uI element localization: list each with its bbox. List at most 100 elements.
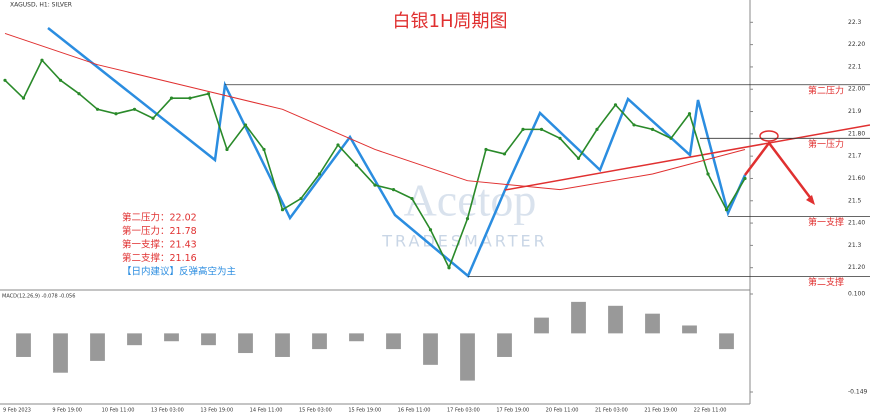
price-point bbox=[447, 266, 451, 270]
y-tick-label: 21.7 bbox=[848, 153, 862, 160]
x-tick-label: 9 Feb 19:00 bbox=[52, 408, 82, 414]
macd-bar bbox=[608, 305, 623, 334]
price-point bbox=[391, 188, 396, 192]
y-tick-label: -0.149 bbox=[848, 389, 868, 396]
macd-label: MACD(12,26,9) -0.078 -0.056 bbox=[2, 294, 75, 300]
price-point bbox=[21, 96, 26, 100]
y-tick-label: 22.00 bbox=[848, 86, 865, 93]
price-point bbox=[502, 152, 507, 156]
x-tick-label: 22 Feb 11:00 bbox=[694, 408, 727, 414]
price-point bbox=[428, 228, 433, 232]
price-point bbox=[3, 78, 7, 82]
macd-bar bbox=[682, 325, 697, 334]
level-label: 第一压力：21.78 bbox=[122, 225, 197, 237]
y-tick-label: 21.80 bbox=[848, 130, 865, 137]
price-point bbox=[188, 96, 192, 100]
forecast-arrow bbox=[744, 140, 813, 201]
y-tick-label: 21.40 bbox=[848, 220, 865, 227]
macd-bar bbox=[386, 333, 401, 350]
macd-bar bbox=[53, 333, 68, 373]
price-point bbox=[650, 127, 655, 131]
x-tick-label: 15 Feb 03:00 bbox=[299, 408, 332, 414]
arrow-head bbox=[806, 195, 815, 205]
x-tick-label: 21 Feb 19:00 bbox=[644, 408, 677, 414]
macd-bar bbox=[16, 333, 31, 357]
price-point bbox=[225, 147, 229, 152]
price-point bbox=[576, 156, 581, 160]
macd-bar bbox=[90, 333, 105, 361]
price-point bbox=[206, 92, 211, 96]
x-tick-label: 14 Feb 11:00 bbox=[250, 408, 283, 414]
macd-bar bbox=[127, 333, 142, 346]
price-point bbox=[410, 196, 414, 201]
macd-bar bbox=[275, 333, 290, 357]
macd-bar bbox=[312, 333, 327, 350]
y-tick-label: 21.5 bbox=[848, 197, 862, 204]
macd-bar bbox=[460, 333, 475, 381]
y-tick-label: 21.60 bbox=[848, 175, 865, 182]
level-name: 第一支撑 bbox=[808, 216, 844, 228]
price-point bbox=[706, 172, 710, 176]
x-tick-label: 10 Feb 11:00 bbox=[102, 408, 135, 414]
header: XAGUSD, H1: SILVER bbox=[10, 2, 72, 9]
trend-line bbox=[504, 124, 870, 191]
level-label: 第一支撑：21.43 bbox=[122, 239, 197, 251]
level-name: 第二支撑 bbox=[808, 276, 844, 288]
price-point bbox=[354, 163, 359, 167]
price-point bbox=[558, 136, 562, 140]
x-tick-label: 21 Feb 03:00 bbox=[595, 408, 628, 414]
price-point bbox=[132, 107, 137, 111]
x-tick-label: 13 Feb 03:00 bbox=[151, 408, 184, 414]
y-tick-label: 22.3 bbox=[848, 19, 862, 26]
macd-bar bbox=[349, 333, 364, 342]
price-point bbox=[336, 143, 340, 147]
x-tick-label: 17 Feb 03:00 bbox=[447, 408, 480, 414]
moving-average bbox=[4, 32, 746, 191]
macd-bar bbox=[497, 333, 512, 357]
price-point bbox=[299, 196, 303, 201]
macd-bar bbox=[201, 333, 216, 346]
x-tick-label: 13 Feb 19:00 bbox=[200, 408, 233, 414]
y-tick-label: 0.100 bbox=[848, 291, 865, 298]
macd-bar bbox=[719, 333, 734, 350]
x-tick-label: 9 Feb 2023 bbox=[3, 408, 31, 414]
advice: 【日内建议】反弹高空为主 bbox=[122, 266, 236, 278]
price-point bbox=[595, 127, 599, 131]
price-point bbox=[317, 172, 322, 176]
price-point bbox=[484, 147, 488, 152]
level-label: 第二支撑：21.16 bbox=[122, 252, 197, 264]
price-point bbox=[632, 123, 636, 127]
price-point bbox=[151, 116, 155, 120]
price-point bbox=[58, 78, 63, 82]
level-name: 第一压力 bbox=[808, 138, 844, 150]
price-point bbox=[669, 136, 673, 140]
macd-bar bbox=[238, 333, 253, 354]
price-point bbox=[743, 176, 747, 181]
y-tick-label: 21.3 bbox=[848, 242, 862, 249]
price-point bbox=[521, 127, 525, 131]
price-point bbox=[465, 217, 470, 221]
price-point bbox=[40, 58, 44, 62]
y-tick-label: 21.20 bbox=[848, 264, 865, 271]
price-point bbox=[373, 183, 377, 187]
watermark: Acetop bbox=[404, 175, 537, 226]
y-tick-label: 22.1 bbox=[848, 63, 862, 70]
macd-bar bbox=[571, 301, 586, 334]
x-tick-label: 17 Feb 19:00 bbox=[496, 408, 529, 414]
x-tick-label: 20 Feb 11:00 bbox=[546, 408, 579, 414]
price-point bbox=[243, 123, 248, 127]
y-tick-label: 21.9 bbox=[848, 108, 862, 115]
price-point bbox=[539, 127, 544, 131]
price-point bbox=[613, 103, 618, 107]
y-tick-label: 22.20 bbox=[848, 41, 865, 48]
price-point bbox=[687, 112, 692, 116]
price-point bbox=[77, 92, 81, 96]
price-point bbox=[262, 147, 266, 152]
x-tick-label: 16 Feb 11:00 bbox=[398, 408, 431, 414]
x-tick-label: 15 Feb 19:00 bbox=[348, 408, 381, 414]
price-point bbox=[724, 208, 729, 212]
macd-bar bbox=[164, 333, 179, 342]
level-name: 第二压力 bbox=[808, 84, 844, 96]
price-point bbox=[169, 96, 174, 100]
